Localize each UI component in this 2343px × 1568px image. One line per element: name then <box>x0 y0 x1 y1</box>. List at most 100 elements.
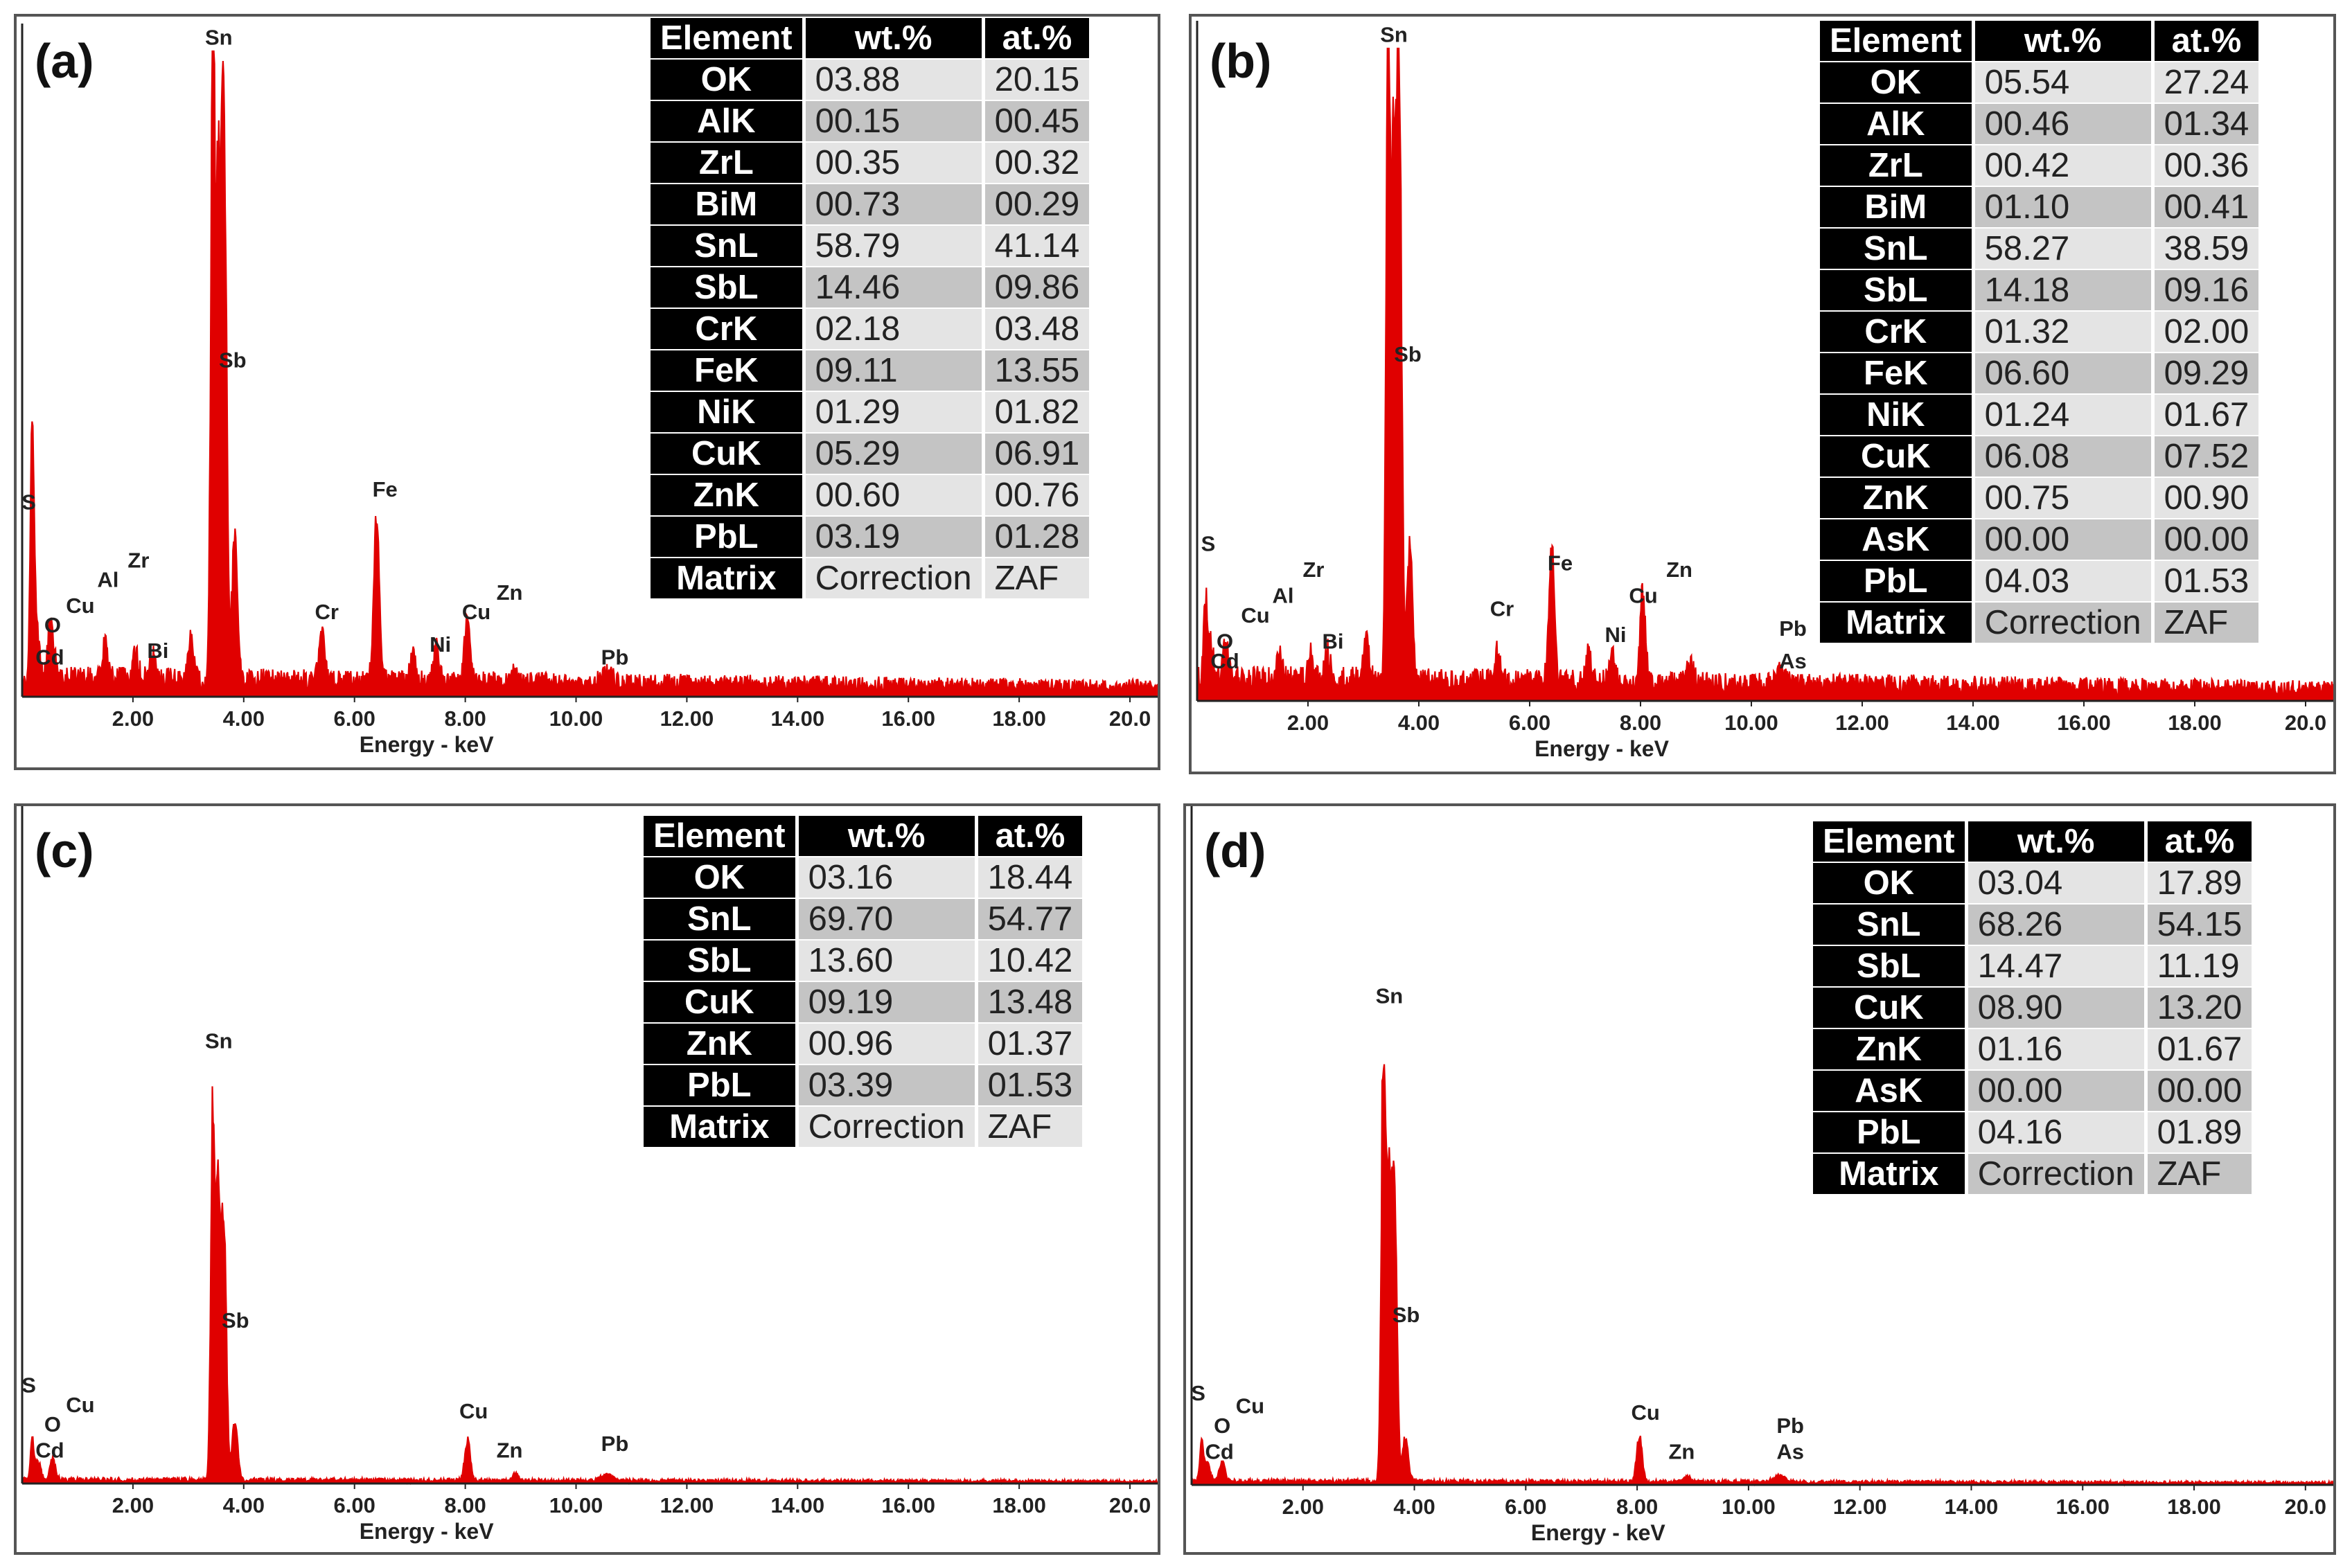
x-axis-label: Energy - keV <box>360 1519 495 1544</box>
wt-cell: Correction <box>798 1107 975 1147</box>
wt-cell: 05.54 <box>1974 62 2151 103</box>
column-header: Element <box>1820 21 1972 61</box>
table-row: CuK 08.90 13.20 <box>1813 988 2252 1028</box>
element-cell: BiM <box>1820 187 1972 227</box>
x-tick-label: 18.00 <box>2167 1495 2221 1519</box>
peak-label: O <box>44 613 61 637</box>
table-row: CrK 02.18 03.48 <box>651 309 1090 349</box>
peak-label: Sb <box>219 348 247 373</box>
table-row: SbL 14.18 09.16 <box>1820 270 2259 310</box>
at-cell: ZAF <box>2147 1154 2252 1194</box>
peak-label: Cu <box>1241 603 1269 627</box>
table-header-row: Element wt.% at.% <box>651 18 1090 58</box>
wt-cell: Correction <box>1974 603 2151 643</box>
at-cell: 54.15 <box>2147 905 2252 945</box>
table-row: NiK 01.24 01.67 <box>1820 395 2259 435</box>
at-cell: 01.67 <box>2154 395 2259 435</box>
x-tick-label: 4.00 <box>1393 1495 1435 1519</box>
peak-label: Sn <box>205 26 233 50</box>
panel-label: (d) <box>1204 823 1266 877</box>
element-cell: CuK <box>651 434 802 474</box>
peak-label: Cu <box>1236 1394 1264 1418</box>
column-header: wt.% <box>1974 21 2151 61</box>
column-header: at.% <box>2147 821 2252 862</box>
table-row: CuK 06.08 07.52 <box>1820 436 2259 476</box>
spectrum-trace <box>1196 47 2333 697</box>
wt-cell: 08.90 <box>1968 988 2144 1028</box>
wt-cell: 01.32 <box>1974 312 2151 352</box>
peak-label: O <box>44 1412 61 1436</box>
element-cell: OK <box>644 857 795 898</box>
table-row: FeK 09.11 13.55 <box>651 350 1090 391</box>
wt-cell: 13.60 <box>798 941 975 981</box>
wt-cell: 00.75 <box>1974 478 2151 518</box>
at-cell: 01.34 <box>2154 104 2259 144</box>
x-tick-label: 2.00 <box>112 1493 154 1517</box>
peak-label: Cu <box>66 594 94 618</box>
peak-label: Ni <box>430 632 451 657</box>
element-cell: Matrix <box>1813 1154 1965 1194</box>
peak-label: Sn <box>205 1029 233 1053</box>
wt-cell: 58.27 <box>1974 229 2151 269</box>
peak-label: Zn <box>497 580 523 605</box>
peak-label: S <box>21 490 36 515</box>
x-axis-label: Energy - keV <box>1535 736 1670 761</box>
x-tick-label: 4.00 <box>1398 711 1440 735</box>
peak-label: Zn <box>1668 1439 1695 1463</box>
at-cell: 01.37 <box>978 1024 1083 1064</box>
wt-cell: 00.96 <box>798 1024 975 1064</box>
peak-label: Bi <box>147 639 168 663</box>
peak-label: Cu <box>462 600 490 624</box>
table-row: ZnK 00.75 00.90 <box>1820 478 2259 518</box>
table-row: OK 05.54 27.24 <box>1820 62 2259 103</box>
peak-label: Zn <box>497 1438 523 1462</box>
spectrum-plot-c: 2.00 4.00 6.00 8.00 10.00 12.00 14.00 16.00 18.0… <box>21 806 1158 1544</box>
peak-label: Pb <box>1776 1414 1804 1438</box>
peak-label: S <box>1191 1381 1205 1405</box>
x-tick-label: 20.0 <box>2285 1495 2326 1519</box>
wt-cell: Correction <box>805 558 982 598</box>
at-cell: 18.44 <box>978 857 1083 898</box>
wt-cell: 00.35 <box>805 143 982 183</box>
x-axis-label: Energy - keV <box>360 732 495 757</box>
peak-label: Fe <box>373 477 398 501</box>
table-row: SbL 14.46 09.86 <box>651 267 1090 308</box>
element-cell: NiK <box>1820 395 1972 435</box>
at-cell: 07.52 <box>2154 436 2259 476</box>
element-cell: SbL <box>644 941 795 981</box>
wt-cell: 00.00 <box>1974 519 2151 560</box>
wt-cell: 00.73 <box>805 184 982 224</box>
element-cell: PbL <box>644 1065 795 1105</box>
wt-cell: 14.47 <box>1968 946 2144 986</box>
x-tick-label: 10.00 <box>549 1493 603 1517</box>
at-cell: 27.24 <box>2154 62 2259 103</box>
at-cell: 13.55 <box>984 350 1090 391</box>
x-tick-label: 8.00 <box>1616 1495 1658 1519</box>
element-cell: CrK <box>1820 312 1972 352</box>
composition-table-a: Element wt.% at.% OK 03.88 20.15 AlK 00.15 00.45… <box>647 17 1093 600</box>
eds-panel-b: 2.00 4.00 6.00 8.00 10.00 12.00 14.00 16.00 18.0… <box>1189 14 2336 774</box>
table-row: Matrix Correction ZAF <box>1813 1154 2252 1194</box>
x-tick-label: 20.0 <box>2285 711 2326 735</box>
table-row: CrK 01.32 02.00 <box>1820 312 2259 352</box>
x-tick-label: 18.00 <box>2168 711 2222 735</box>
x-tick-label: 16.00 <box>2055 1495 2110 1519</box>
panel-label: (c) <box>35 823 94 877</box>
peak-label: Al <box>97 568 118 592</box>
wt-cell: 09.19 <box>798 982 975 1022</box>
wt-cell: 06.08 <box>1974 436 2151 476</box>
at-cell: 38.59 <box>2154 229 2259 269</box>
table-row: OK 03.04 17.89 <box>1813 863 2252 903</box>
table-header-row: Element wt.% at.% <box>1820 21 2259 61</box>
element-cell: CuK <box>644 982 795 1022</box>
x-tick-label: 16.00 <box>2057 711 2111 735</box>
wt-cell: 01.29 <box>805 392 982 432</box>
element-cell: PbL <box>651 517 802 557</box>
x-tick-label: 12.00 <box>660 706 714 731</box>
table-row: OK 03.16 18.44 <box>644 857 1083 898</box>
x-tick-label: 20.0 <box>1109 1493 1151 1517</box>
spectrum-plot-a: 2.00 4.00 6.00 8.00 10.00 12.00 14.00 16.00 18.0… <box>21 24 1158 757</box>
table-row: ZnK 00.96 01.37 <box>644 1024 1083 1064</box>
element-cell: AlK <box>651 101 802 141</box>
at-cell: 00.00 <box>2154 519 2259 560</box>
